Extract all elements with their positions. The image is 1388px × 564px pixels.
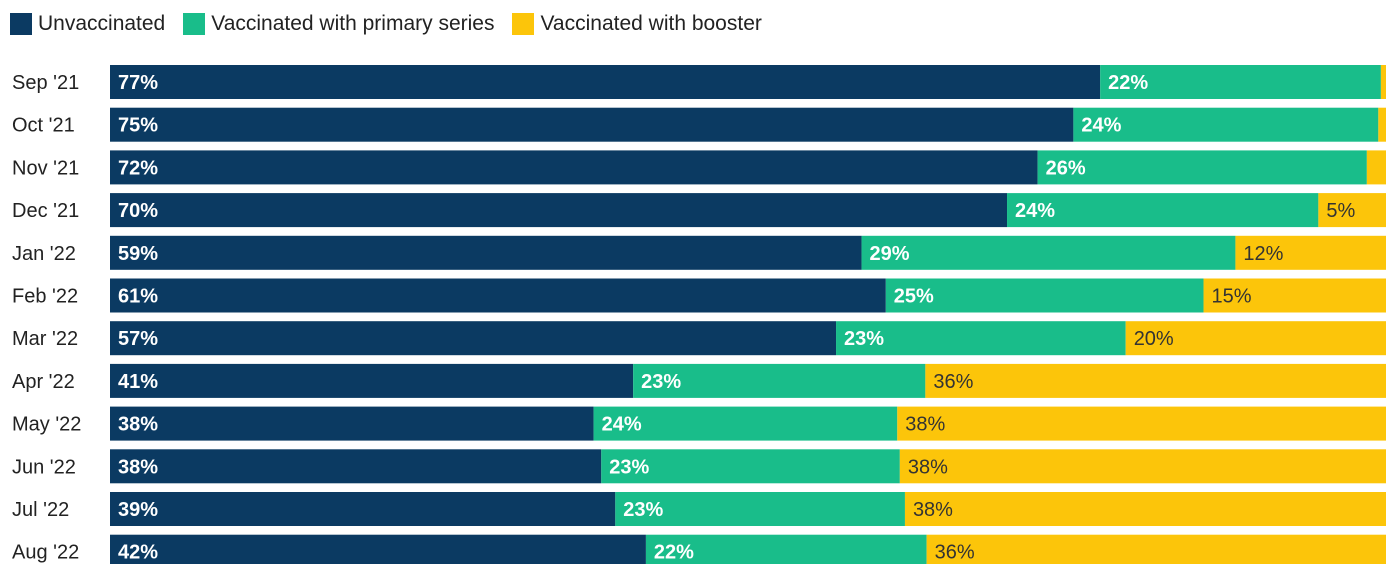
data-label: 75% bbox=[118, 115, 158, 137]
data-label: 38% bbox=[118, 456, 158, 478]
bar-segment bbox=[897, 406, 1386, 441]
data-label: 59% bbox=[118, 243, 158, 265]
bar-segment bbox=[836, 321, 1126, 356]
data-label: 36% bbox=[933, 371, 973, 393]
data-label: 20% bbox=[1134, 328, 1174, 350]
bar-segment bbox=[110, 150, 1038, 185]
bar-segment bbox=[110, 278, 886, 313]
bar-segment bbox=[110, 65, 1101, 99]
bar-segment bbox=[601, 449, 900, 484]
data-label: 36% bbox=[935, 542, 975, 564]
bar-segment bbox=[904, 492, 1386, 526]
bar-segment bbox=[615, 492, 905, 526]
bar-segment bbox=[633, 363, 926, 398]
bar-segment bbox=[861, 235, 1236, 270]
bar-segment bbox=[593, 406, 898, 441]
category-label: Jun '22 bbox=[12, 456, 76, 478]
data-label: 5% bbox=[1326, 200, 1355, 222]
legend-swatch bbox=[183, 13, 206, 35]
data-label: 23% bbox=[609, 456, 649, 478]
data-label: 22% bbox=[1108, 72, 1148, 94]
bar-segment bbox=[925, 363, 1386, 398]
bar-segment bbox=[1203, 278, 1386, 313]
data-label: 29% bbox=[870, 243, 910, 265]
legend-item-1: Vaccinated with primary series bbox=[183, 12, 494, 36]
data-label: 23% bbox=[623, 499, 663, 521]
category-label: May '22 bbox=[12, 414, 81, 436]
bar-segment bbox=[1125, 321, 1386, 356]
data-label: 12% bbox=[1243, 243, 1283, 265]
data-label: 70% bbox=[118, 200, 158, 222]
data-label: 25% bbox=[894, 286, 934, 308]
bar-segment bbox=[110, 449, 602, 484]
data-label: 42% bbox=[118, 542, 158, 564]
bar-segment bbox=[926, 534, 1386, 564]
bar-segment bbox=[110, 492, 616, 526]
data-label: 39% bbox=[118, 499, 158, 521]
category-label: Nov '21 bbox=[12, 157, 79, 179]
bar-segment bbox=[110, 107, 1074, 142]
bar-segment bbox=[1380, 65, 1386, 99]
bar-segment bbox=[1100, 65, 1381, 99]
chart-legend: Unvaccinated Vaccinated with primary seri… bbox=[10, 10, 762, 38]
bar-segment bbox=[110, 193, 1008, 228]
data-label: 15% bbox=[1212, 286, 1252, 308]
bar-segment bbox=[1318, 193, 1386, 228]
data-label: 38% bbox=[118, 414, 158, 436]
bar-segment bbox=[1378, 107, 1386, 142]
category-label: Dec '21 bbox=[12, 200, 79, 222]
legend-swatch bbox=[512, 13, 535, 35]
category-label: Apr '22 bbox=[12, 371, 75, 393]
legend-label: Vaccinated with primary series bbox=[211, 12, 495, 35]
category-label: Oct '21 bbox=[12, 115, 75, 137]
category-label: Mar '22 bbox=[12, 328, 78, 350]
data-label: 38% bbox=[905, 414, 945, 436]
data-label: 24% bbox=[1081, 115, 1121, 137]
bar-segment bbox=[110, 534, 646, 564]
legend-swatch bbox=[10, 13, 32, 35]
bar-segment bbox=[1073, 107, 1379, 142]
data-label: 57% bbox=[118, 328, 158, 350]
legend-item-2: Vaccinated with booster bbox=[512, 12, 762, 36]
data-label: 24% bbox=[602, 414, 642, 436]
data-label: 22% bbox=[654, 542, 694, 564]
data-label: 23% bbox=[844, 328, 884, 350]
legend-item-0: Unvaccinated bbox=[10, 12, 165, 36]
bar-segment bbox=[1007, 193, 1319, 228]
bar-segment bbox=[110, 406, 594, 441]
category-label: Jul '22 bbox=[12, 499, 69, 521]
bar-segment bbox=[885, 278, 1204, 313]
data-label: 38% bbox=[913, 499, 953, 521]
data-label: 72% bbox=[118, 157, 158, 179]
bar-segment bbox=[899, 449, 1386, 484]
data-label: 26% bbox=[1046, 157, 1086, 179]
bar-segment bbox=[110, 235, 862, 270]
category-label: Jan '22 bbox=[12, 243, 76, 265]
category-label: Feb '22 bbox=[12, 286, 78, 308]
bar-segment bbox=[645, 534, 927, 564]
data-label: 77% bbox=[118, 72, 158, 94]
data-label: 24% bbox=[1015, 200, 1055, 222]
data-label: 23% bbox=[641, 371, 681, 393]
data-label: 38% bbox=[908, 456, 948, 478]
bar-segment bbox=[1235, 235, 1386, 270]
legend-label: Unvaccinated bbox=[38, 12, 166, 35]
data-label: 61% bbox=[118, 286, 158, 308]
bar-segment bbox=[1037, 150, 1367, 185]
bar-segment bbox=[110, 363, 634, 398]
category-label: Sep '21 bbox=[12, 72, 79, 94]
bar-segment bbox=[1366, 150, 1386, 185]
bar-segment bbox=[110, 321, 837, 356]
data-label: 41% bbox=[118, 371, 158, 393]
legend-label: Vaccinated with booster bbox=[540, 12, 762, 35]
category-label: Aug '22 bbox=[12, 542, 79, 564]
